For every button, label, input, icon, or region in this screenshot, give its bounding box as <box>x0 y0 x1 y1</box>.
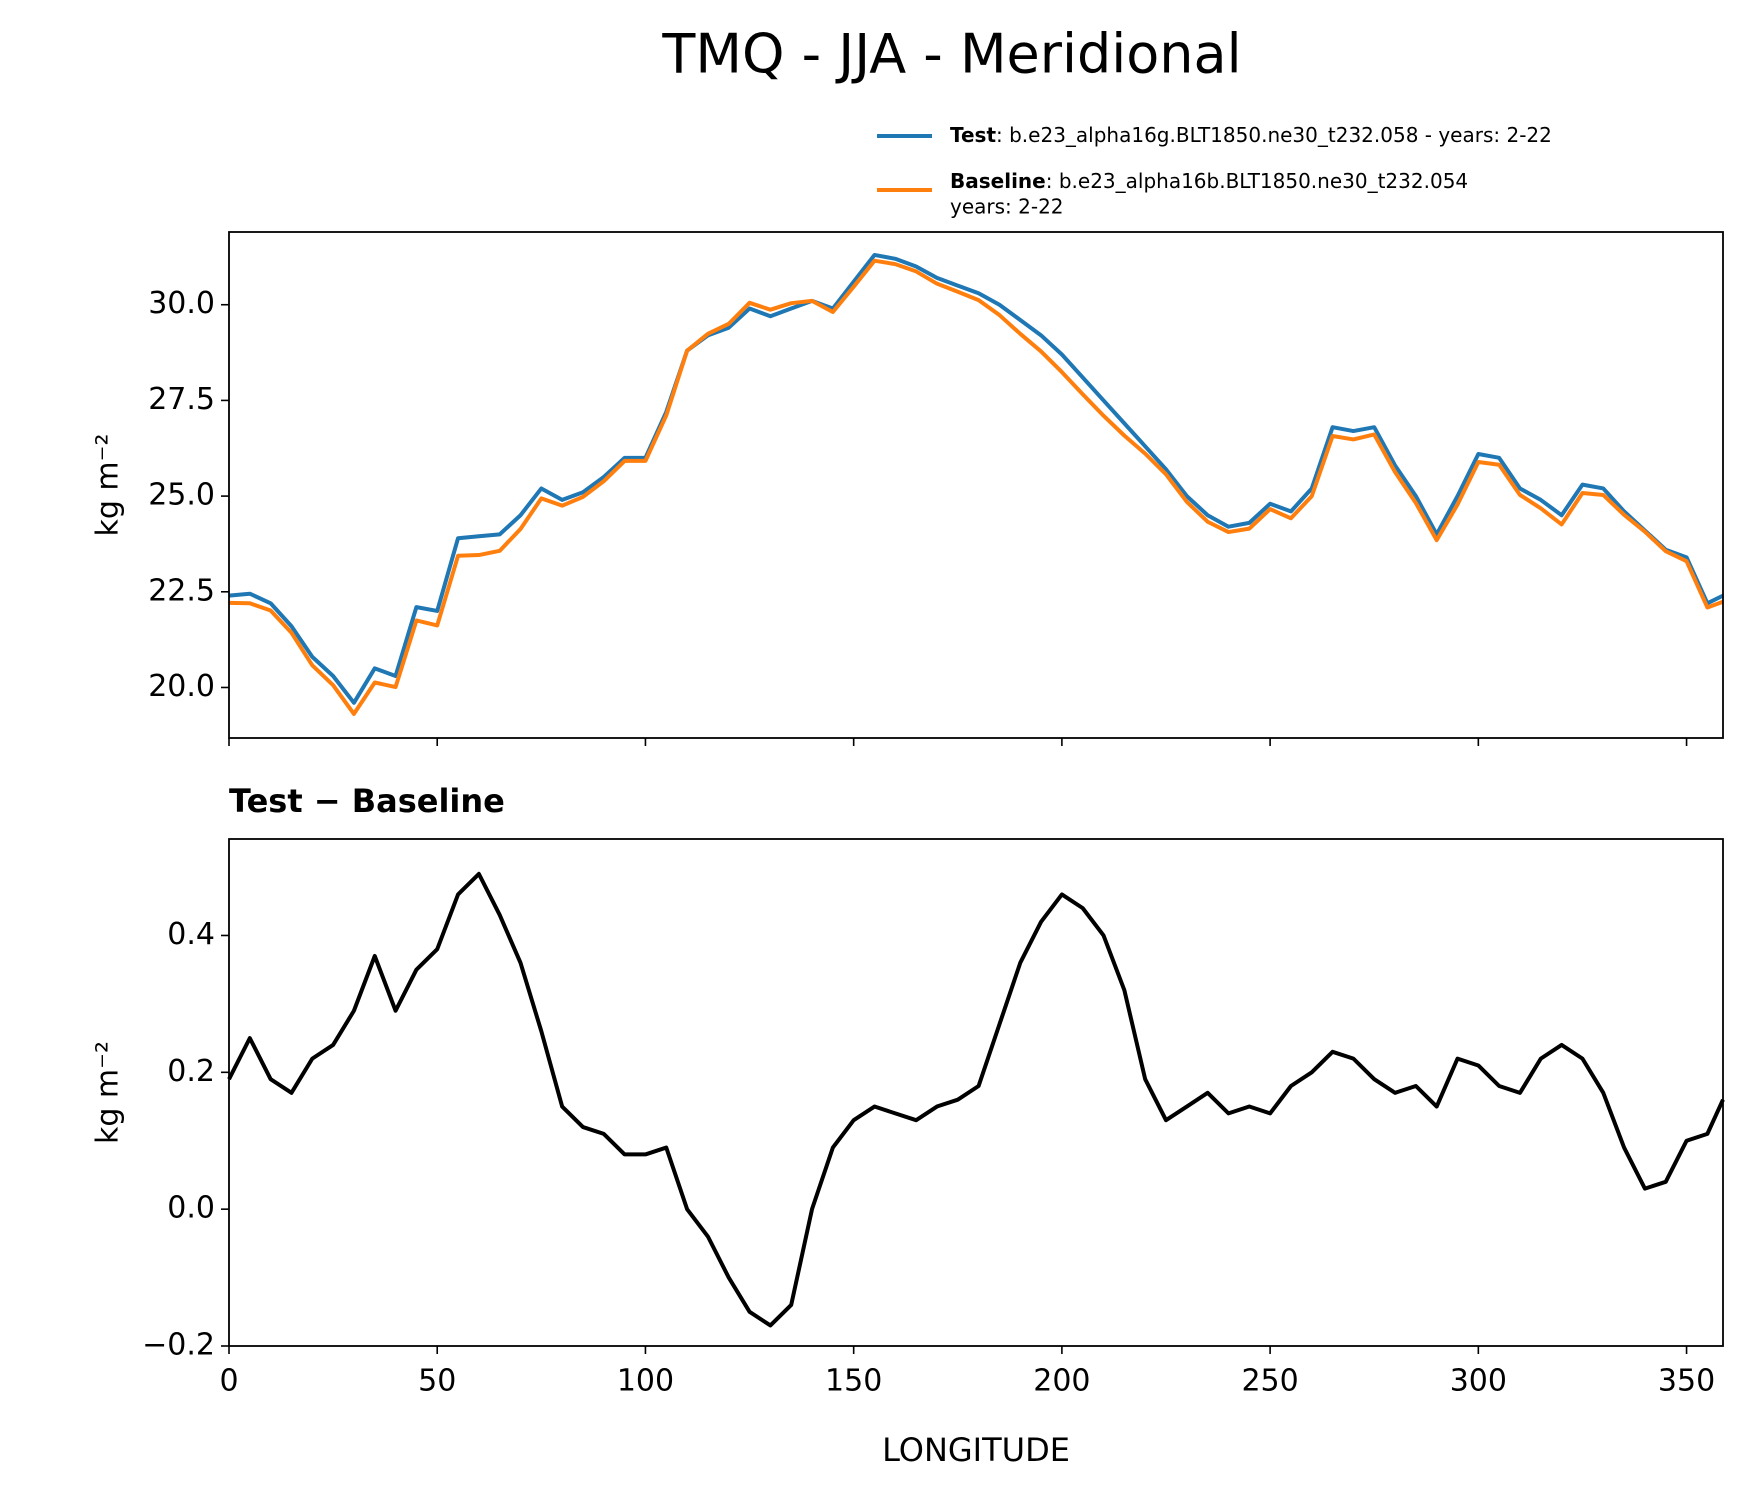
series-line <box>228 258 1724 716</box>
y-tick-label: 0.0 <box>167 1191 215 1226</box>
x-tick-label: 200 <box>1033 1364 1090 1399</box>
legend-name: Test <box>950 123 996 147</box>
series-line <box>227 871 1725 1328</box>
x-axis-label: LONGITUDE <box>882 1431 1070 1469</box>
y-tick-label: 20.0 <box>148 669 215 704</box>
y-axis-label: kg m⁻² <box>91 433 126 536</box>
legend-case: : b.e23_alpha16g.BLT1850.ne30_t232.058 -… <box>996 123 1552 147</box>
x-tick-label: 300 <box>1450 1364 1507 1399</box>
x-tick-label: 0 <box>219 1364 238 1399</box>
x-tick-label: 50 <box>418 1364 456 1399</box>
legend-name: Baseline <box>950 169 1046 193</box>
x-tick-label: 150 <box>825 1364 882 1399</box>
y-tick-label: 22.5 <box>148 573 215 608</box>
series-line <box>228 252 1724 705</box>
y-tick-label: 30.0 <box>148 286 215 321</box>
y-tick-label: 0.4 <box>167 917 215 952</box>
axes-frame <box>228 231 1724 739</box>
x-tick-label: 100 <box>617 1364 674 1399</box>
y-axis-label: kg m⁻² <box>91 1041 126 1144</box>
y-tick-label: 0.2 <box>167 1054 215 1089</box>
figure-title: TMQ - JJA - Meridional <box>661 23 1241 86</box>
axes-frame <box>228 838 1724 1347</box>
y-tick-label: 27.5 <box>148 382 215 417</box>
legend-case: : b.e23_alpha16b.BLT1850.ne30_t232.054 <box>1046 169 1468 193</box>
y-tick-label: −0.2 <box>142 1328 215 1363</box>
legend-label: years: 2-22 <box>950 195 1064 219</box>
legend-label: Baseline: b.e23_alpha16b.BLT1850.ne30_t2… <box>950 169 1468 193</box>
x-tick-label: 350 <box>1658 1364 1715 1399</box>
legend-label: Test: b.e23_alpha16g.BLT1850.ne30_t232.0… <box>950 123 1552 147</box>
y-tick-label: 25.0 <box>148 478 215 513</box>
x-tick-label: 250 <box>1241 1364 1298 1399</box>
panel-title: Test − Baseline <box>229 782 505 820</box>
